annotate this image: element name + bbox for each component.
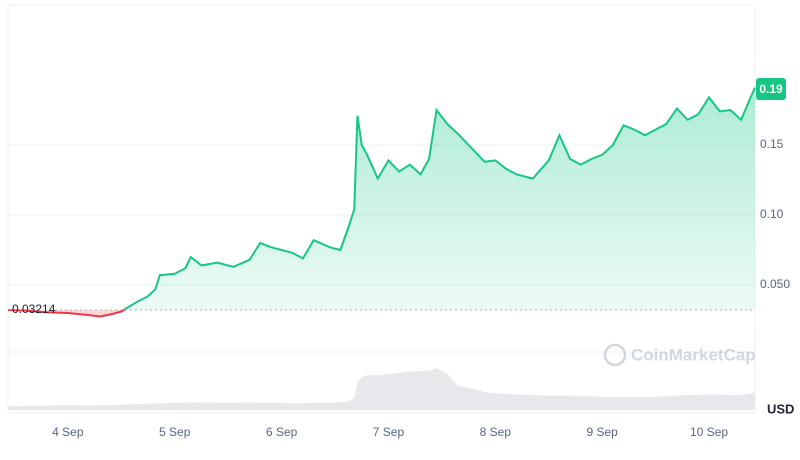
volume-area (8, 368, 755, 410)
y-tick-label: 0.10 (760, 207, 784, 221)
x-tick-label: 9 Sep (587, 425, 619, 439)
x-tick-label: 8 Sep (480, 425, 512, 439)
x-tick-label: 7 Sep (373, 425, 405, 439)
watermark-text: CoinMarketCap (631, 345, 756, 364)
price-tag (756, 78, 786, 100)
price-tag-label: 0.19 (759, 82, 783, 96)
watermark: CoinMarketCap (603, 343, 756, 367)
x-tick-label: 6 Sep (266, 425, 298, 439)
price-line-up (8, 87, 756, 311)
price-area-up (123, 87, 755, 311)
baseline-label: 0.03214 (12, 302, 56, 316)
y-tick-label: 0.050 (760, 277, 790, 291)
x-tick-label: 4 Sep (52, 425, 84, 439)
price-area-down (8, 310, 755, 317)
volume-unit: USD (767, 401, 794, 416)
y-tick-label: 0.15 (760, 137, 784, 151)
x-tick-label: 5 Sep (159, 425, 191, 439)
x-tick-label: 10 Sep (690, 425, 728, 439)
